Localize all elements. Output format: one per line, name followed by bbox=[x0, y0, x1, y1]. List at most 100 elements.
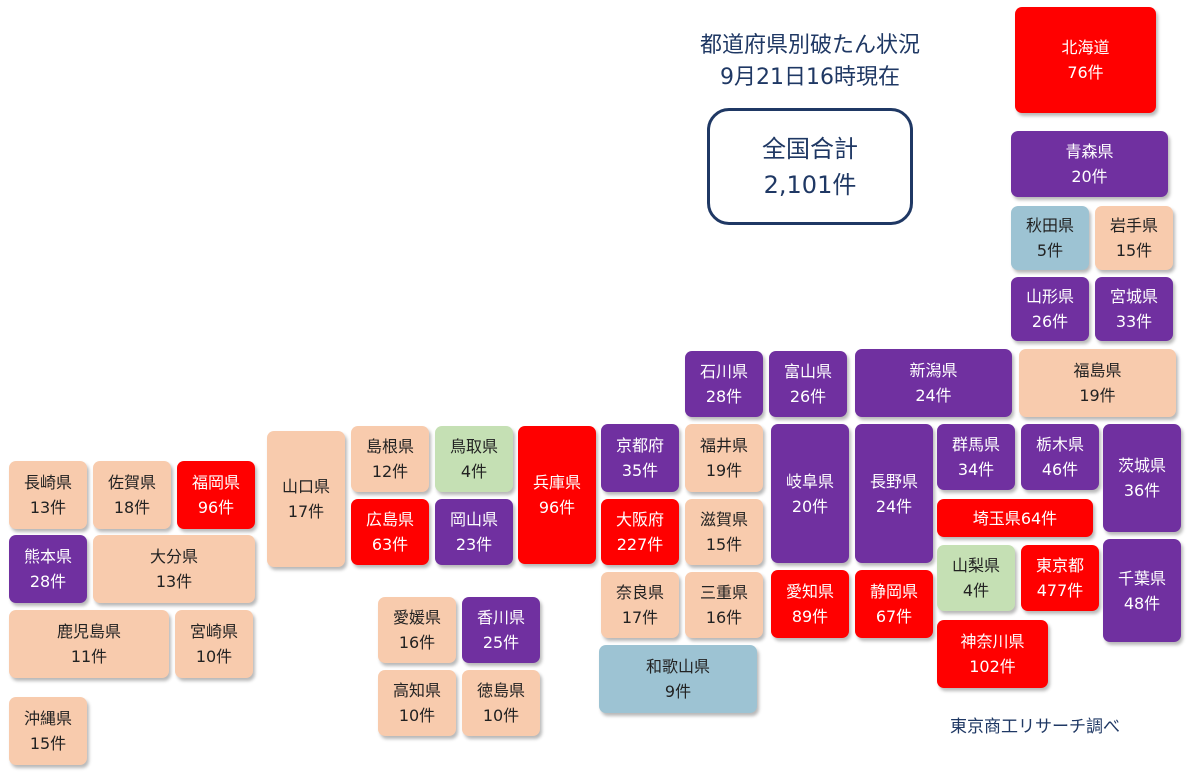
pref-count: 11件 bbox=[70, 647, 108, 666]
pref-count: 20件 bbox=[791, 496, 829, 516]
pref-kochi: 高知県 10件 bbox=[378, 670, 456, 736]
pref-count: 48件 bbox=[1123, 593, 1161, 613]
pref-count: 20件 bbox=[1071, 167, 1108, 186]
pref-count: 18件 bbox=[113, 498, 151, 517]
pref-name: 長崎県 bbox=[23, 473, 72, 492]
pref-name: 岩手県 bbox=[1109, 216, 1158, 235]
pref-count: 5件 bbox=[1036, 241, 1064, 260]
pref-hiroshima: 広島県 63件 bbox=[351, 499, 429, 565]
pref-hokkaido: 北海道 76件 bbox=[1015, 7, 1156, 113]
pref-count: 19件 bbox=[705, 461, 743, 480]
pref-nara: 奈良県 17件 bbox=[601, 572, 679, 638]
pref-miyazaki: 宮崎県 10件 bbox=[175, 610, 253, 678]
pref-name: 茨城県 bbox=[1117, 456, 1166, 475]
pref-yamaguchi: 山口県 17件 bbox=[267, 431, 345, 567]
pref-name: 奈良県 bbox=[615, 583, 664, 602]
pref-kumamoto: 熊本県 28件 bbox=[9, 535, 87, 603]
pref-count: 34件 bbox=[957, 460, 995, 479]
pref-name: 兵庫県 bbox=[532, 473, 581, 492]
pref-niigata: 新潟県 24件 bbox=[855, 349, 1012, 417]
pref-shiga: 滋賀県 15件 bbox=[685, 499, 763, 565]
national-total-value: 2,101件 bbox=[763, 170, 857, 199]
pref-count: 26件 bbox=[1031, 312, 1069, 331]
pref-count: 4件 bbox=[962, 581, 990, 600]
pref-name: 島根県 bbox=[365, 437, 414, 456]
pref-count: 4件 bbox=[460, 462, 488, 481]
pref-name: 山梨県 bbox=[951, 556, 1000, 575]
pref-name: 福井県 bbox=[699, 436, 748, 455]
pref-name: 熊本県 bbox=[23, 547, 72, 566]
pref-count: 12件 bbox=[371, 462, 409, 481]
pref-count: 96件 bbox=[538, 498, 576, 517]
pref-shizuoka: 静岡県 67件 bbox=[855, 570, 933, 638]
pref-count: 15件 bbox=[1115, 241, 1153, 260]
pref-name: 三重県 bbox=[699, 583, 748, 602]
pref-name: 宮城県 bbox=[1109, 287, 1158, 306]
pref-count: 26件 bbox=[789, 387, 827, 406]
pref-aomori: 青森県 20件 bbox=[1011, 131, 1168, 197]
pref-name: 和歌山県 bbox=[645, 657, 710, 676]
pref-saga: 佐賀県 18件 bbox=[93, 461, 171, 529]
pref-count: 13件 bbox=[155, 572, 193, 591]
pref-name: 大阪府 bbox=[615, 510, 664, 529]
pref-name: 沖縄県 bbox=[23, 709, 72, 728]
pref-count: 102件 bbox=[969, 657, 1016, 676]
pref-mie: 三重県 16件 bbox=[685, 572, 763, 638]
pref-iwate: 岩手県 15件 bbox=[1095, 206, 1173, 270]
pref-name: 富山県 bbox=[783, 362, 832, 381]
pref-kagawa: 香川県 25件 bbox=[462, 597, 540, 663]
pref-name: 岡山県 bbox=[449, 510, 498, 529]
pref-count: 10件 bbox=[482, 706, 520, 725]
pref-count: 64件 bbox=[1020, 508, 1058, 528]
pref-name: 千葉県 bbox=[1117, 568, 1166, 588]
pref-name: 山形県 bbox=[1025, 287, 1074, 306]
pref-name: 香川県 bbox=[476, 608, 525, 627]
pref-count: 10件 bbox=[398, 706, 436, 725]
pref-count: 96件 bbox=[197, 498, 235, 517]
pref-count: 16件 bbox=[705, 608, 743, 627]
pref-name: 静岡県 bbox=[869, 582, 918, 601]
pref-name: 愛知県 bbox=[785, 582, 834, 601]
pref-nagasaki: 長崎県 13件 bbox=[9, 461, 87, 529]
pref-miyagi: 宮城県 33件 bbox=[1095, 277, 1173, 341]
pref-name: 大分県 bbox=[149, 547, 198, 566]
pref-count: 9件 bbox=[664, 682, 692, 701]
pref-name: 愛媛県 bbox=[392, 608, 441, 627]
pref-count: 76件 bbox=[1067, 63, 1104, 82]
pref-count: 24件 bbox=[915, 386, 952, 405]
pref-count: 16件 bbox=[398, 633, 436, 652]
pref-count: 28件 bbox=[29, 572, 67, 591]
pref-count: 23件 bbox=[455, 535, 493, 554]
pref-fukushima: 福島県 19件 bbox=[1019, 349, 1176, 417]
pref-name: 青森県 bbox=[1065, 142, 1114, 161]
pref-gunma: 群馬県 34件 bbox=[937, 424, 1015, 490]
pref-gifu: 岐阜県 20件 bbox=[771, 424, 849, 563]
pref-count: 46件 bbox=[1041, 460, 1079, 479]
pref-osaka: 大阪府 227件 bbox=[601, 499, 679, 565]
pref-yamagata: 山形県 26件 bbox=[1011, 277, 1089, 341]
pref-name: 埼玉県 bbox=[972, 508, 1021, 528]
pref-kanagawa: 神奈川県 102件 bbox=[937, 620, 1048, 688]
pref-ibaraki: 茨城県 36件 bbox=[1103, 424, 1181, 532]
pref-shimane: 島根県 12件 bbox=[351, 426, 429, 492]
pref-tokushima: 徳島県 10件 bbox=[462, 670, 540, 736]
pref-count: 17件 bbox=[287, 502, 325, 521]
pref-count: 89件 bbox=[791, 607, 829, 626]
pref-chiba: 千葉県 48件 bbox=[1103, 539, 1181, 642]
pref-yamanashi: 山梨県 4件 bbox=[937, 545, 1015, 611]
pref-count: 63件 bbox=[371, 535, 409, 554]
pref-name: 徳島県 bbox=[476, 681, 525, 700]
pref-count: 10件 bbox=[195, 647, 233, 666]
pref-name: 福岡県 bbox=[191, 473, 240, 492]
pref-count: 15件 bbox=[29, 734, 67, 753]
pref-name: 滋賀県 bbox=[699, 510, 748, 529]
pref-name: 栃木県 bbox=[1035, 435, 1084, 454]
pref-name: 長野県 bbox=[869, 471, 918, 491]
pref-tottori: 鳥取県 4件 bbox=[435, 426, 513, 492]
pref-ehime: 愛媛県 16件 bbox=[378, 597, 456, 663]
pref-hyogo: 兵庫県 96件 bbox=[518, 426, 596, 564]
pref-name: 秋田県 bbox=[1025, 216, 1074, 235]
pref-saitama: 埼玉県 64件 bbox=[937, 499, 1093, 537]
national-total-box: 全国合計 2,101件 bbox=[707, 108, 913, 225]
pref-name: 佐賀県 bbox=[107, 473, 156, 492]
